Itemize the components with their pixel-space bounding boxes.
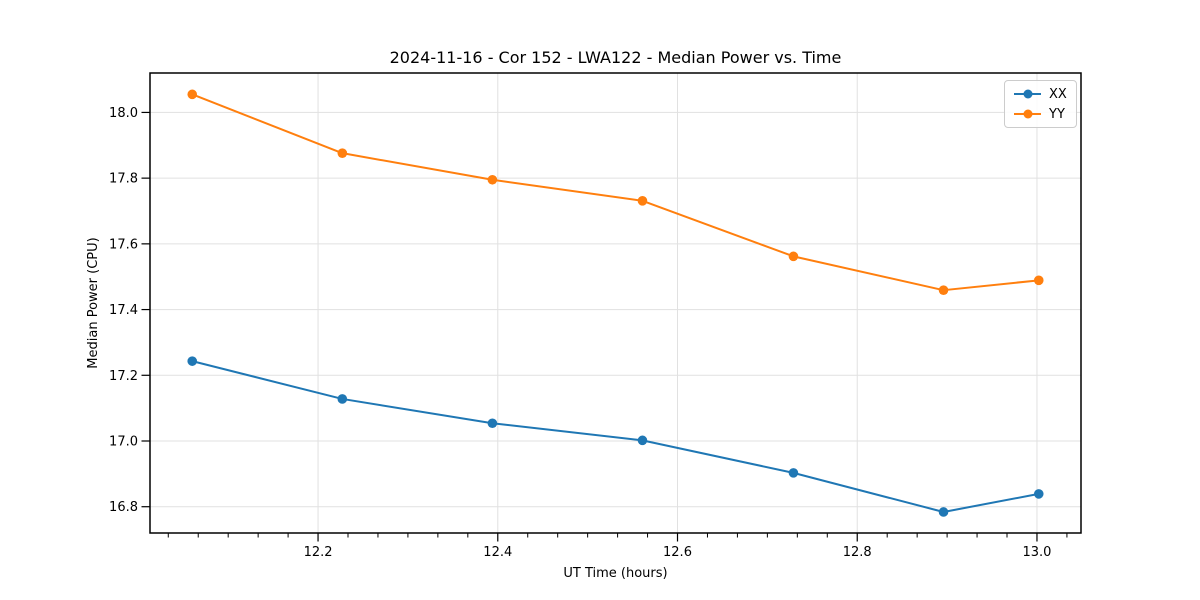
y-tick-label: 17.4 — [109, 303, 138, 318]
legend-marker-sample — [1023, 89, 1032, 99]
legend-marker-sample — [1023, 109, 1032, 119]
data-point-YY — [637, 196, 648, 206]
data-point-YY — [337, 148, 348, 158]
series-line-YY — [191, 93, 1039, 292]
legend-item-YY: YY — [1014, 106, 1067, 122]
x-tick-label: 13.0 — [1022, 545, 1051, 560]
data-point-YY — [788, 251, 799, 262]
data-point-XX — [788, 468, 799, 478]
chart-title: 2024-11-16 - Cor 152 - LWA122 - Median P… — [389, 48, 842, 67]
y-tick-label: 17.2 — [109, 369, 138, 384]
data-point-YY — [487, 174, 498, 185]
data-point-XX — [1033, 489, 1044, 499]
x-tick-label: 12.2 — [304, 545, 333, 560]
x-tick-label: 12.8 — [843, 545, 872, 560]
legend-line-sample — [1014, 89, 1041, 99]
x-axis-label: UT Time (hours) — [563, 566, 668, 581]
data-point-XX — [487, 418, 498, 429]
axes-spines — [149, 72, 1082, 534]
data-point-YY — [938, 285, 949, 295]
data-point-YY — [1033, 275, 1044, 286]
x-tick-label: 12.6 — [663, 545, 692, 560]
legend-label: XX — [1049, 86, 1067, 102]
y-axis-label: Median Power (CPU) — [86, 237, 101, 369]
data-point-XX — [187, 356, 198, 366]
series-line-XX — [191, 360, 1039, 513]
data-point-XX — [337, 394, 348, 404]
legend-label: YY — [1049, 106, 1065, 122]
y-tick-label: 18.0 — [109, 106, 138, 121]
x-tick-label: 12.4 — [483, 545, 512, 560]
y-tick-label: 17.8 — [109, 172, 138, 187]
y-tick-label: 17.6 — [109, 237, 138, 252]
data-point-YY — [187, 89, 198, 100]
legend: XX YY — [1004, 80, 1077, 128]
y-tick-label: 16.8 — [109, 500, 138, 515]
legend-item-XX: XX — [1014, 86, 1067, 102]
data-point-XX — [938, 507, 949, 517]
legend-line-sample — [1014, 109, 1041, 119]
data-point-XX — [637, 435, 648, 446]
y-tick-label: 17.0 — [109, 435, 138, 450]
